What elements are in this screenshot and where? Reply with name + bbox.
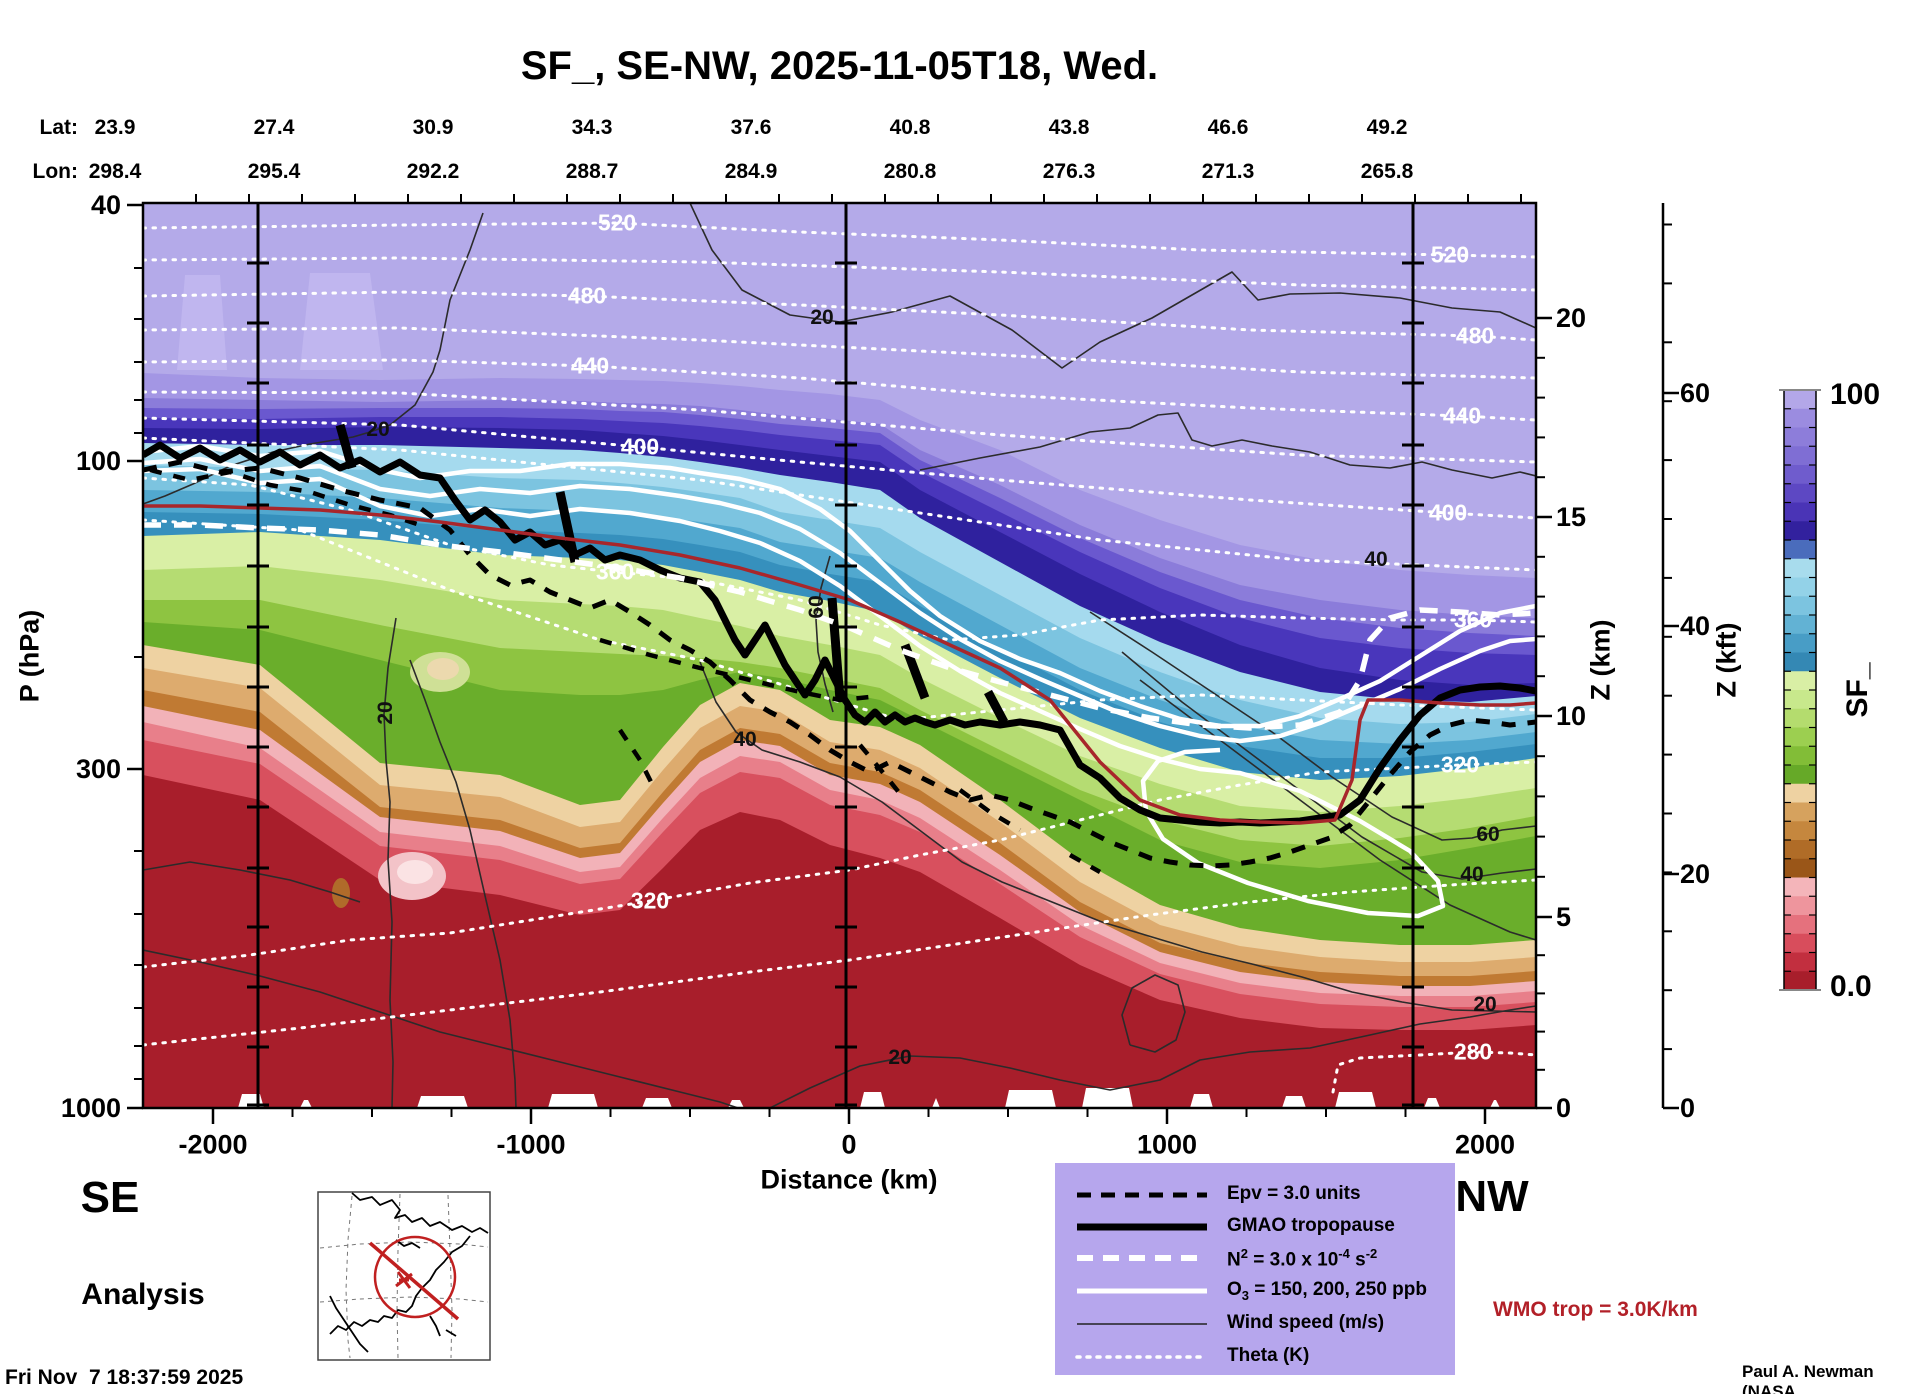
- zkm-tick-label: 10: [1556, 701, 1587, 731]
- lat-value: 34.3: [571, 116, 613, 139]
- lon-row-label: Lon:: [32, 160, 78, 183]
- lat-value: 46.6: [1207, 116, 1249, 139]
- zkft-tick-label: 60: [1680, 378, 1711, 408]
- contour-value-label: 60: [805, 595, 828, 619]
- contour-value-label: 480: [567, 282, 607, 309]
- colorbar-min-label: 0.0: [1830, 970, 1872, 1003]
- contour-value-label: 60: [1476, 823, 1500, 846]
- contour-value-label: 480: [1455, 322, 1495, 349]
- map-inset: [317, 1191, 491, 1361]
- legend-item-label: N2 = 3.0 x 10-4 s-2: [1227, 1246, 1378, 1271]
- lat-value: 49.2: [1366, 116, 1408, 139]
- contour-value-label: 40: [1460, 863, 1484, 886]
- legend-item-label: Theta (K): [1227, 1345, 1310, 1366]
- contour-value-label: 400: [1428, 499, 1468, 526]
- lon-value: 276.3: [1042, 160, 1096, 183]
- contour-value-label: 320: [630, 887, 670, 914]
- legend-item-label: Epv = 3.0 units: [1227, 1183, 1361, 1204]
- wmo-trop-label: WMO trop = 3.0K/km: [1493, 1298, 1698, 1321]
- colorbar-max-label: 100: [1830, 378, 1881, 411]
- contour-value-label: 20: [1473, 993, 1497, 1016]
- colorbar: [1779, 389, 1821, 991]
- lon-value: 288.7: [565, 160, 619, 183]
- distance-tick-label: 2000: [1454, 1129, 1516, 1160]
- contour-value-label: 520: [597, 209, 637, 236]
- endpoint-label-nw: NW: [1455, 1172, 1529, 1221]
- credit-text: Paul A. Newman (NASA: [1742, 1362, 1874, 1394]
- zkm-tick-label: 15: [1556, 502, 1587, 532]
- axis-ticks: [127, 194, 1679, 1124]
- legend-item-label: GMAO tropopause: [1227, 1215, 1395, 1236]
- distance-tick-label: 0: [841, 1129, 857, 1160]
- contour-value-label: 20: [366, 418, 390, 441]
- pressure-tick-label: 300: [75, 754, 121, 784]
- zkft-tick-label: 40: [1680, 611, 1711, 641]
- lon-value: 295.4: [247, 160, 301, 183]
- legend-item-label: O3 = 150, 200, 250 ppb: [1227, 1279, 1427, 1303]
- distance-tick-label: -2000: [178, 1129, 248, 1160]
- zkft-tick-label: 0: [1680, 1093, 1696, 1123]
- plot-border: [141, 201, 1538, 1110]
- analysis-label: Analysis: [81, 1278, 205, 1311]
- lon-value: 298.4: [88, 160, 142, 183]
- zkm-tick-label: 0: [1556, 1093, 1572, 1123]
- lat-value: 27.4: [253, 116, 295, 139]
- x-axis-title-distance: Distance (km): [760, 1164, 938, 1195]
- contour-value-label: 360: [1453, 606, 1493, 633]
- lon-value: 280.8: [883, 160, 937, 183]
- lon-value: 265.8: [1360, 160, 1414, 183]
- plot-field: [143, 203, 1536, 1108]
- endpoint-label-se: SE: [80, 1173, 140, 1222]
- lon-value: 292.2: [406, 160, 460, 183]
- lat-value: 23.9: [94, 116, 136, 139]
- lon-value: 284.9: [724, 160, 778, 183]
- zkm-tick-label: 20: [1556, 303, 1587, 333]
- contour-value-label: 400: [620, 433, 660, 460]
- contour-value-label: 20: [888, 1046, 912, 1069]
- zkft-tick-label: 20: [1680, 859, 1711, 889]
- lat-row-label: Lat:: [39, 116, 79, 139]
- y-axis-title-zkm: Z (km): [1585, 619, 1616, 701]
- contour-value-label: 40: [733, 728, 757, 751]
- pressure-tick-label: 1000: [60, 1093, 121, 1123]
- contour-value-label: 520: [1430, 241, 1470, 268]
- lon-value: 271.3: [1201, 160, 1255, 183]
- contour-value-label: 40: [1364, 548, 1388, 571]
- colorbar-title: SF_: [1841, 662, 1874, 718]
- contour-value-label: 360: [595, 558, 635, 585]
- distance-tick-label: 1000: [1136, 1129, 1198, 1160]
- zkm-tick-label: 5: [1556, 902, 1572, 932]
- lat-value: 43.8: [1048, 116, 1090, 139]
- contour-value-label: 440: [1442, 402, 1482, 429]
- contour-value-label: 20: [374, 701, 397, 725]
- pressure-tick-label: 100: [75, 446, 121, 476]
- legend-samples: [1075, 1192, 1209, 1359]
- contour-value-label: 280: [1453, 1038, 1493, 1065]
- legend-item-label: Wind speed (m/s): [1227, 1312, 1385, 1333]
- page-title: SF_, SE-NW, 2025-11-05T18, Wed.: [520, 44, 1159, 88]
- contour-value-label: 20: [810, 306, 834, 329]
- lat-value: 40.8: [889, 116, 931, 139]
- legend-box: [1055, 1163, 1455, 1375]
- distance-tick-label: -1000: [496, 1129, 566, 1160]
- y-axis-title-pressure: P (hPa): [14, 609, 45, 703]
- y-axis-title-zkft: Z (kft): [1711, 622, 1742, 698]
- lat-value: 30.9: [412, 116, 454, 139]
- contour-value-label: 320: [1440, 751, 1480, 778]
- pressure-tick-label: 40: [90, 190, 121, 220]
- timestamp: Fri Nov 7 18:37:59 2025: [5, 1366, 244, 1389]
- contour-value-label: 440: [570, 352, 610, 379]
- lat-value: 37.6: [730, 116, 772, 139]
